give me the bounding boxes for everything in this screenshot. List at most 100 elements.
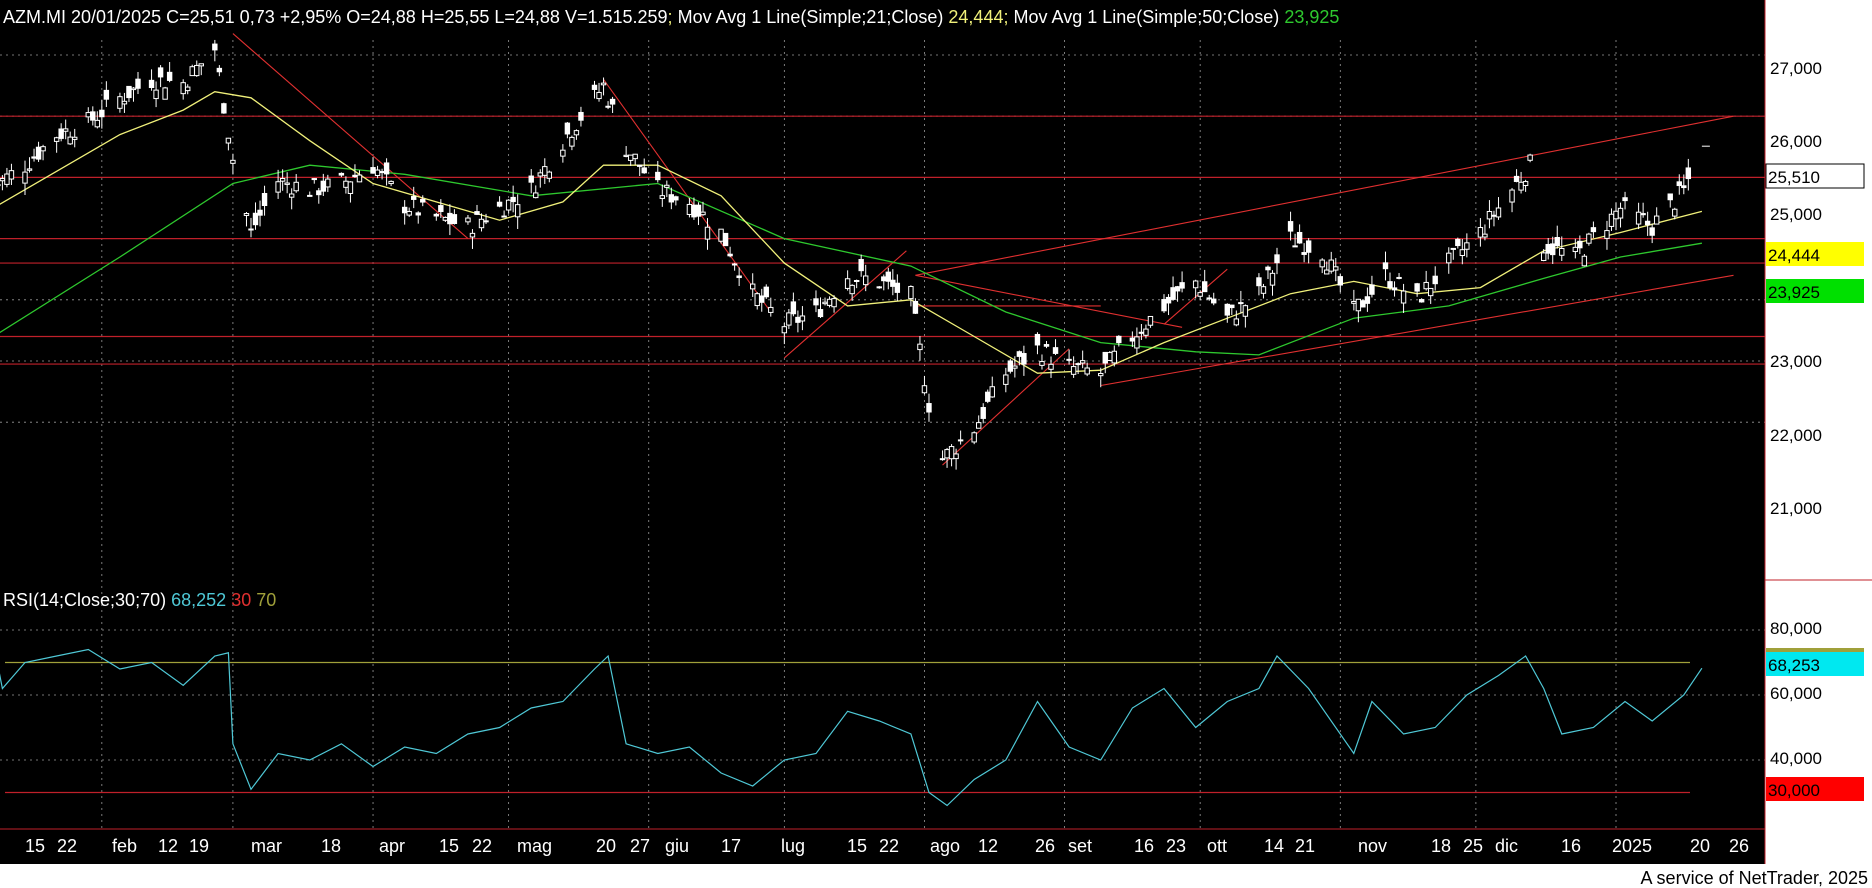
x-tick-label: 12 [978, 836, 998, 856]
candle-body [325, 178, 331, 188]
candle-body [817, 309, 824, 318]
candle-body [546, 171, 553, 179]
candle-body [189, 66, 195, 77]
candle-body [1043, 344, 1050, 347]
candle-body [1681, 185, 1687, 189]
candle-body [826, 298, 833, 306]
candle-body [876, 286, 882, 289]
candle-body [944, 449, 950, 459]
candle-body [1079, 360, 1086, 364]
candle-body [786, 312, 792, 326]
candle-body [261, 193, 268, 207]
candle-body [58, 128, 64, 139]
candle-body [1391, 287, 1398, 291]
candle-body [858, 259, 864, 272]
trend-line [942, 348, 1070, 466]
candle-body [343, 180, 349, 188]
ma50-series [0, 164, 1703, 356]
candle-body [537, 172, 543, 177]
ma50-badge-text: 23,925 [1768, 283, 1820, 302]
candle-body [338, 172, 345, 176]
candle-body [374, 169, 381, 176]
candle-body [953, 453, 959, 460]
x-tick-label: 16 [1561, 836, 1581, 856]
candle-body [1143, 328, 1149, 336]
trend-line [1100, 274, 1734, 387]
ma21-badge-text: 24,444 [1768, 246, 1820, 265]
candle-body [8, 170, 15, 180]
candle-body [668, 194, 675, 203]
candle-body [279, 178, 286, 182]
candle-body [157, 67, 164, 78]
candle-body [1590, 227, 1597, 233]
candle-body [1604, 230, 1610, 239]
candle-body [1635, 211, 1642, 225]
candle-body [1495, 207, 1502, 218]
candle-body [1477, 227, 1484, 238]
candle-body [989, 386, 995, 398]
candle-body [379, 171, 385, 174]
candle-body [781, 326, 788, 334]
candle-body [311, 178, 317, 181]
candle-body [853, 280, 860, 283]
candle-body [135, 78, 141, 89]
x-tick-label: 27 [630, 836, 650, 856]
candle-body [212, 43, 218, 51]
candle-body [939, 458, 946, 461]
candle-body [153, 89, 159, 100]
price-tick: 23,000 [1770, 352, 1822, 371]
header-date: 20/01/2025 [71, 7, 161, 27]
candle-body [166, 71, 173, 81]
candle-body [0, 178, 6, 182]
candle-body [754, 293, 760, 307]
rsi-header: RSI(14;Close;30;70) 68,252 30 70 [3, 590, 276, 610]
candle-body [1509, 189, 1515, 203]
candle-body [664, 184, 670, 188]
candle-body [1269, 272, 1276, 286]
x-tick-label: 20 [596, 836, 616, 856]
x-tick-label: 18 [1431, 836, 1451, 856]
x-tick-label: 19 [189, 836, 209, 856]
candle-body [1550, 243, 1556, 256]
candle-body [894, 282, 901, 293]
candle-body [542, 166, 548, 176]
candle-body [243, 213, 250, 216]
candle-body [1256, 277, 1262, 287]
candle-body [248, 228, 254, 231]
candle-body [148, 79, 155, 89]
candle-body [1260, 286, 1267, 294]
x-tick-label: 2025 [1612, 836, 1652, 856]
x-tick-label: set [1068, 836, 1092, 856]
candle-body [1518, 181, 1524, 191]
x-tick-label: ago [930, 836, 960, 856]
x-tick-label: 23 [1166, 836, 1186, 856]
candle-body [1007, 360, 1014, 372]
candle-body [1455, 238, 1461, 247]
candle-body [62, 128, 69, 132]
header-ma50-label: Mov Avg 1 Line(Simple;50;Close) [1014, 7, 1280, 27]
candle-body [370, 167, 376, 174]
candle-body [1134, 336, 1140, 349]
candle-body [90, 111, 96, 121]
candle-body [411, 196, 417, 200]
candle-body [980, 407, 986, 419]
candle-body [1423, 281, 1429, 290]
candle-body [1554, 237, 1560, 247]
rsi-badge [1766, 652, 1864, 676]
candle-body [1491, 214, 1497, 217]
candle-body [1192, 280, 1199, 289]
candle-body [1287, 221, 1294, 232]
candle-body [822, 301, 828, 305]
candle-body [510, 196, 516, 203]
candle-body [1640, 213, 1646, 216]
candle-body [415, 212, 421, 216]
candle-body [1649, 227, 1655, 236]
candle-body [1305, 240, 1312, 253]
candle-body [31, 156, 37, 159]
candle-body [320, 180, 327, 192]
candle-body [736, 275, 742, 279]
candle-body [1003, 374, 1009, 385]
candle-body [985, 391, 991, 402]
candle-body [759, 295, 765, 303]
candle-body [1572, 246, 1579, 253]
